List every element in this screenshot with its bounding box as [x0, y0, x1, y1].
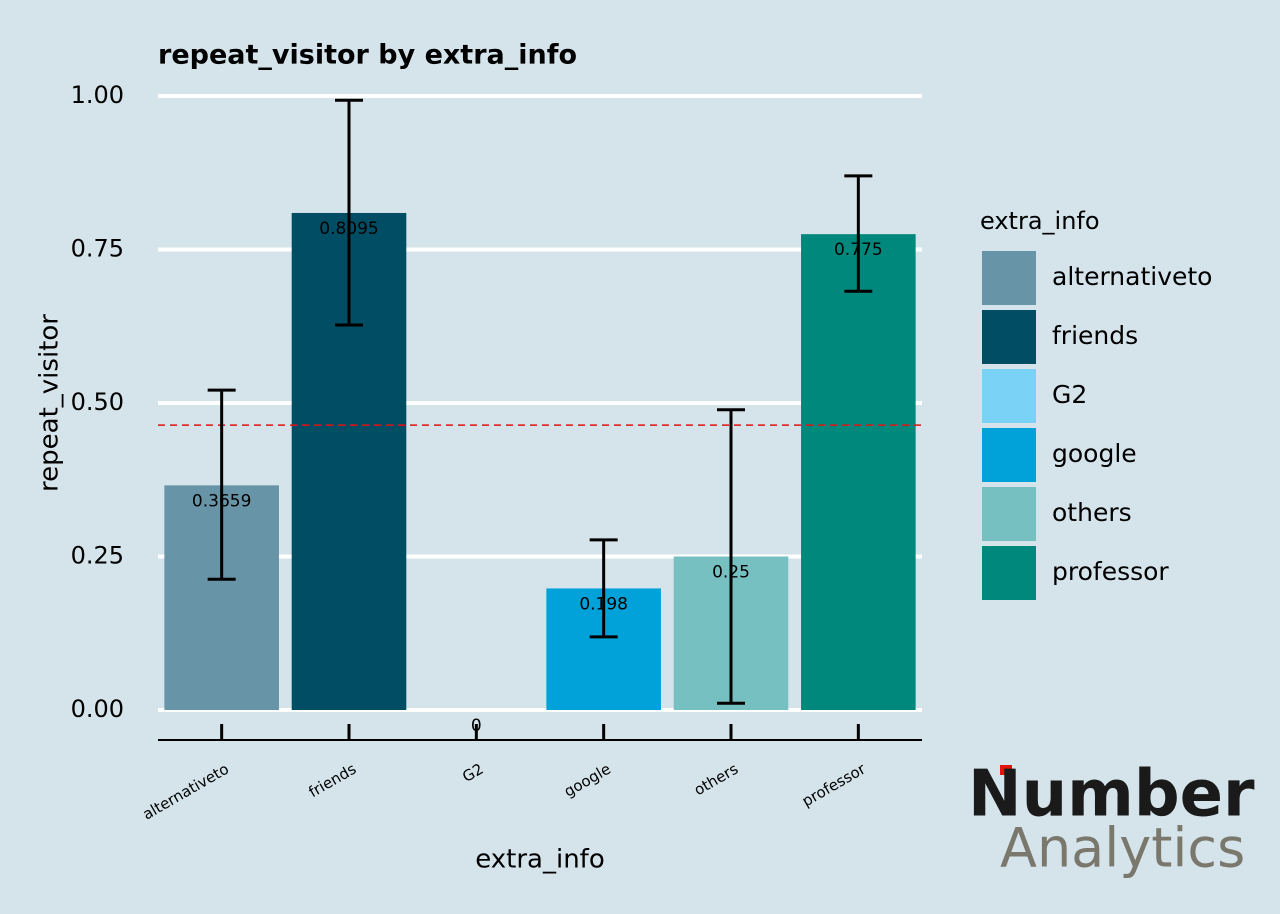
logo-line2: Analytics	[1000, 817, 1245, 880]
legend-swatch	[982, 369, 1036, 423]
value-label: 0.775	[834, 240, 883, 260]
legend-swatch	[982, 546, 1036, 600]
y-tick-label: 0.25	[71, 542, 124, 570]
logo-line1: Number	[968, 758, 1255, 832]
legend-label: friends	[1052, 321, 1138, 350]
legend-swatch	[982, 428, 1036, 482]
y-tick-label: 1.00	[71, 81, 124, 109]
chart-title: repeat_visitor by extra_info	[158, 40, 577, 71]
y-tick-label: 0.00	[71, 695, 124, 723]
legend-label: google	[1052, 439, 1137, 468]
legend-label: G2	[1052, 380, 1087, 409]
y-tick-label: 0.50	[71, 388, 124, 416]
legend-swatch	[982, 310, 1036, 364]
legend-label: others	[1052, 498, 1132, 527]
legend-swatch	[982, 251, 1036, 305]
legend-swatch	[982, 487, 1036, 541]
value-label: 0.198	[579, 594, 628, 614]
bar	[801, 234, 916, 710]
legend-label: professor	[1052, 557, 1169, 586]
value-label: 0.8095	[319, 219, 378, 239]
legend-title: extra_info	[980, 207, 1100, 235]
y-axis-label: repeat_visitor	[35, 314, 65, 492]
value-label: 0.3659	[192, 491, 251, 511]
y-tick-label: 0.75	[71, 235, 124, 263]
value-label: 0.25	[712, 563, 750, 583]
legend-label: alternativeto	[1052, 262, 1212, 291]
x-axis-label: extra_info	[475, 845, 605, 875]
logo-accent	[1000, 765, 1012, 775]
